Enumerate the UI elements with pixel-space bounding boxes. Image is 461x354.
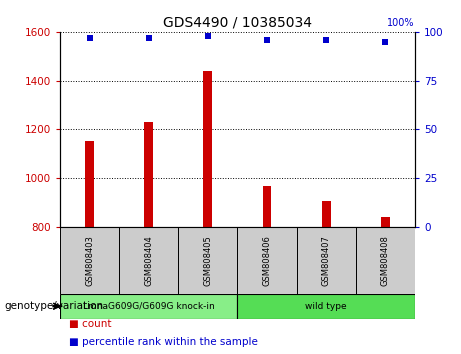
Text: ■ percentile rank within the sample: ■ percentile rank within the sample [69,337,258,347]
Text: GSM808406: GSM808406 [262,235,272,286]
Text: GSM808407: GSM808407 [322,235,331,286]
Point [382,39,389,45]
Bar [203,71,212,227]
Bar [60,294,237,319]
Bar [144,122,153,227]
Point [145,35,152,41]
Bar [178,227,237,294]
Bar [263,187,272,227]
Text: wild type: wild type [305,302,347,311]
Text: genotype/variation: genotype/variation [5,301,104,311]
Point [86,35,93,41]
Text: LmnaG609G/G609G knock-in: LmnaG609G/G609G knock-in [83,302,214,311]
Text: 100%: 100% [387,18,415,28]
Bar [119,227,178,294]
Bar [60,227,119,294]
Bar [381,217,390,227]
Text: GSM808403: GSM808403 [85,235,94,286]
Point [263,37,271,42]
Bar [237,294,415,319]
Text: GSM808408: GSM808408 [381,235,390,286]
Bar [85,141,94,227]
Text: GSM808404: GSM808404 [144,235,153,286]
Point [322,37,330,42]
Point [204,33,212,39]
Bar [237,227,296,294]
Bar [296,227,356,294]
Bar [322,201,331,227]
Title: GDS4490 / 10385034: GDS4490 / 10385034 [163,15,312,29]
Text: GSM808405: GSM808405 [203,235,213,286]
Bar [356,227,415,294]
Text: ■ count: ■ count [69,319,112,329]
